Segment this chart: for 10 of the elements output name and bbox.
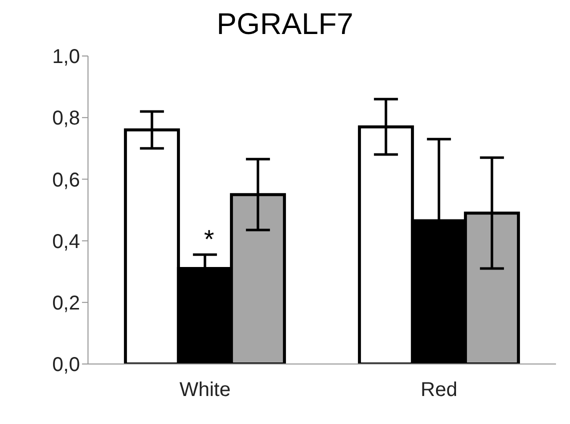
x-tick-label: White bbox=[179, 379, 231, 402]
x-tick-label: Red bbox=[420, 379, 458, 402]
y-tick-label: 1,0 bbox=[52, 46, 80, 68]
y-tick-label: 0,6 bbox=[52, 169, 80, 192]
chart-title: PGRALF7 bbox=[216, 8, 354, 42]
y-tick-label: 0,2 bbox=[52, 292, 80, 314]
y-tick-label: 0,4 bbox=[52, 230, 80, 253]
annotation: * bbox=[204, 224, 214, 254]
y-tick-label: 0,8 bbox=[52, 108, 80, 130]
y-tick-label: 0,0 bbox=[52, 354, 80, 376]
